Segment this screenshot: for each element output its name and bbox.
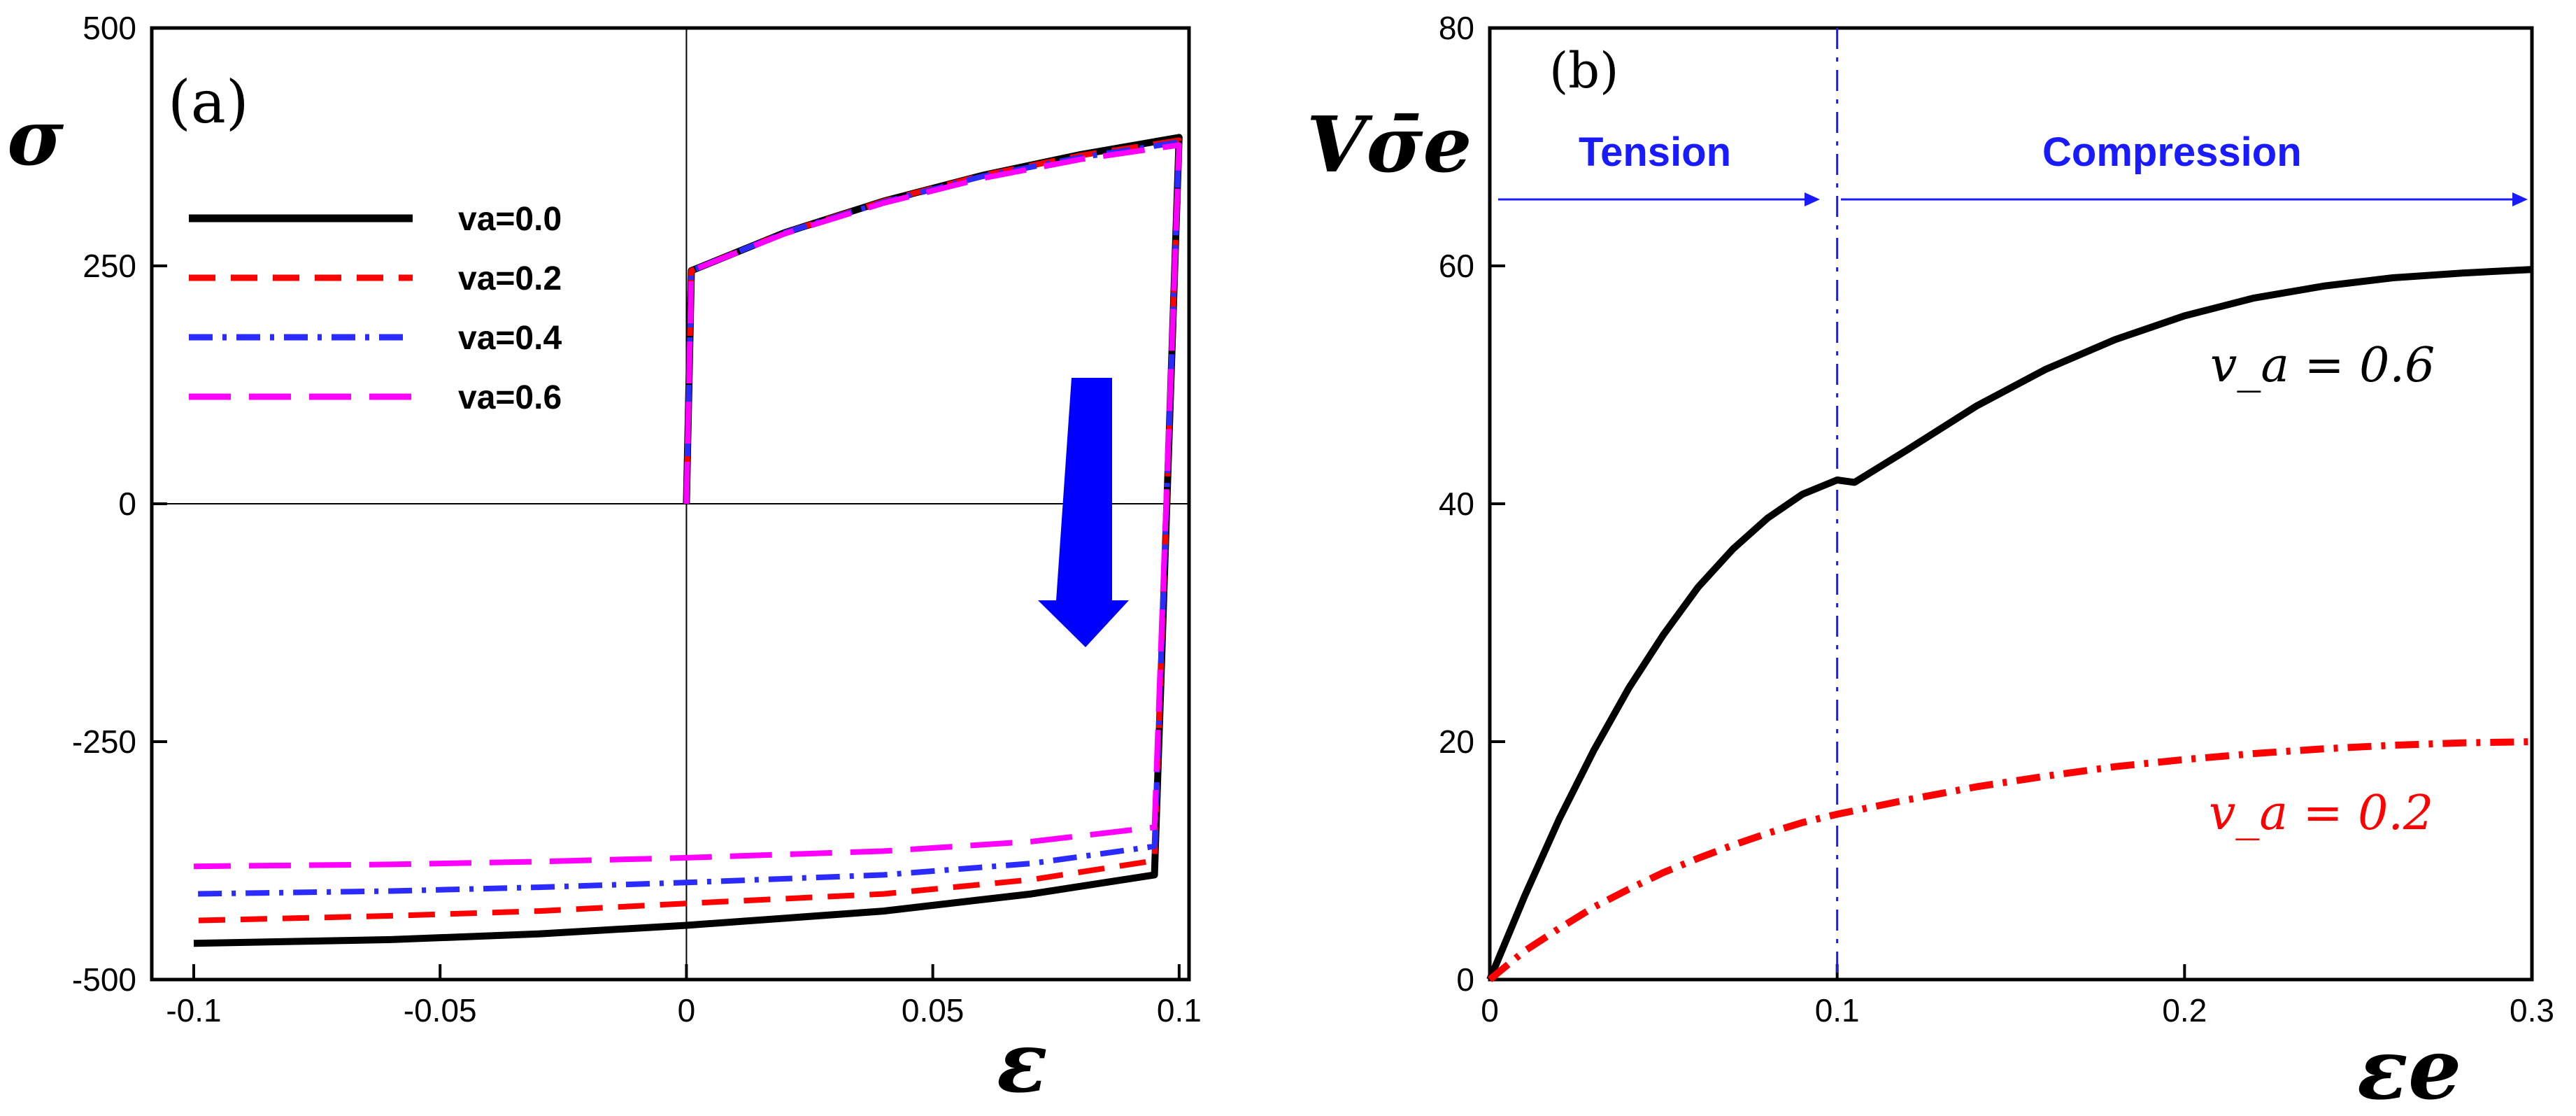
x-tick-label-a: 0.1 xyxy=(1157,992,1202,1029)
x-tick-label-b: 0.1 xyxy=(1815,992,1860,1029)
y-tick-label-b: 0 xyxy=(1456,961,1474,998)
y-tick-label-a: 500 xyxy=(83,10,136,46)
series-a xyxy=(193,134,1183,947)
reference-lines-a xyxy=(152,28,1189,980)
series-line-b-1 xyxy=(1487,738,2533,982)
x-axis-label-b: εe xyxy=(2357,1020,2461,1116)
x-tick-label-a: 0.05 xyxy=(902,992,965,1029)
y-tick-label-b: 40 xyxy=(1439,486,1474,522)
panel-label-b: (b) xyxy=(1549,42,1618,99)
y-axis-label-b: Vσ̄e xyxy=(1307,99,1472,190)
x-tick-label-a: -0.1 xyxy=(166,992,221,1029)
ticks-a: -0.1 -0.05 0 0.05 0.1 -500 -250 0 250 500 xyxy=(72,10,1202,1029)
x-tick-label-a: -0.05 xyxy=(404,992,477,1029)
series-label-va-0.6: v_a = 0.6 xyxy=(2210,338,2435,393)
series-b xyxy=(1486,266,2533,982)
x-tick-label-b: 0.3 xyxy=(2510,992,2554,1029)
x-axis-label-a: ε xyxy=(997,1013,1048,1112)
y-tick-label-b: 20 xyxy=(1439,723,1474,760)
x-tick-label-b: 0 xyxy=(1481,992,1499,1029)
y-tick-label-a: -250 xyxy=(72,723,136,760)
y-tick-label-a: -500 xyxy=(72,961,136,998)
x-tick-label-a: 0 xyxy=(678,992,696,1029)
ticks-b: 0 0.1 0.2 0.3 0 20 40 60 80 xyxy=(1439,10,2554,1029)
legend-label-3: va=0.6 xyxy=(458,379,562,416)
legend-label-2: va=0.4 xyxy=(458,320,562,357)
series-line-b-0 xyxy=(1486,266,2533,981)
x-tick-label-b: 0.2 xyxy=(2162,992,2207,1029)
y-tick-label-a: 0 xyxy=(118,486,136,522)
series-label-va-0.2: v_a = 0.2 xyxy=(2209,786,2433,841)
legend-label-0: va=0.0 xyxy=(458,201,562,238)
series-line-a-2 xyxy=(193,139,1182,897)
legend-a: va=0.0 va=0.2 va=0.4 va=0.6 xyxy=(189,201,562,416)
panel-label-a: (a) xyxy=(168,68,249,136)
compression-arrowhead xyxy=(2512,192,2528,206)
unloading-arrow xyxy=(1038,378,1129,647)
panel-a: -0.1 -0.05 0 0.05 0.1 -500 -250 0 250 500 (a) σ ε… xyxy=(7,10,1202,1112)
series-line-a-3 xyxy=(193,142,1182,870)
legend-label-1: va=0.2 xyxy=(458,260,562,297)
region-label-compression: Compression xyxy=(2042,129,2302,175)
y-axis-label-a: σ xyxy=(7,92,64,183)
region-label-tension: Tension xyxy=(1579,129,1731,175)
y-tick-label-b: 80 xyxy=(1439,10,1474,46)
y-tick-label-b: 60 xyxy=(1439,248,1474,284)
tension-arrowhead xyxy=(1805,192,1820,206)
y-tick-label-a: 250 xyxy=(83,248,136,284)
